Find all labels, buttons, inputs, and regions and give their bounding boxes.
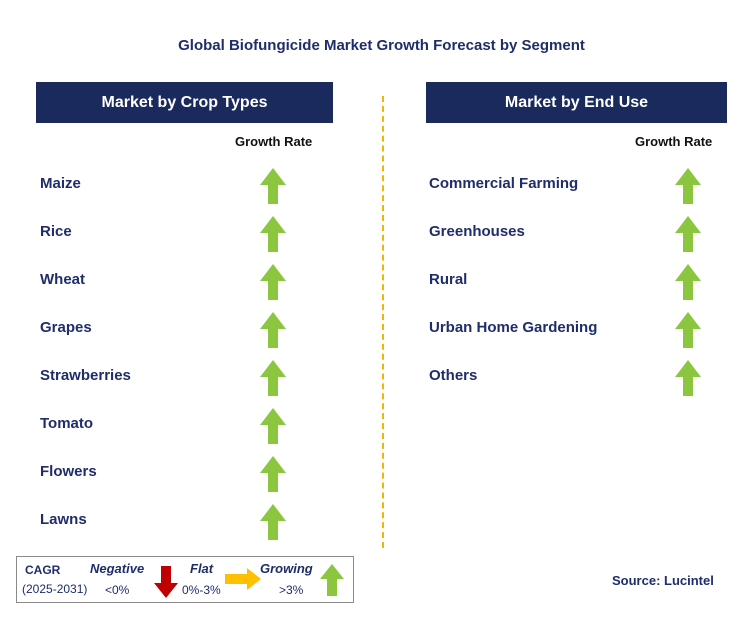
crop-type-growth-arrow-icon [260, 264, 286, 300]
legend-growing-arrow-icon [320, 564, 344, 596]
crop-type-row-label: Tomato [40, 415, 94, 432]
panel-divider [382, 96, 384, 548]
end-use-row-label: Urban Home Gardening [429, 319, 598, 336]
end-use-row-label: Commercial Farming [429, 175, 579, 192]
legend-negative-arrow-icon [154, 566, 178, 598]
crop-type-row-label: Strawberries [40, 367, 131, 384]
panel-header-end-use: Market by End Use [426, 82, 727, 123]
legend-flat-arrow-icon [225, 568, 261, 590]
legend-flat-label: Flat [190, 561, 214, 576]
crop-type-row-label: Flowers [40, 463, 97, 480]
growth-rate-header-right: Growth Rate [635, 134, 713, 149]
crop-type-row-label: Lawns [40, 511, 87, 528]
end-use-row-label: Others [429, 367, 478, 384]
legend-growing-label: Growing [260, 561, 313, 576]
crop-type-row-label: Rice [40, 223, 72, 240]
legend-negative-label: Negative [90, 561, 145, 576]
crop-type-growth-arrow-icon [260, 360, 286, 396]
chart-title: Global Biofungicide Market Growth Foreca… [178, 37, 585, 54]
crop-type-growth-arrow-icon [260, 168, 286, 204]
end-use-growth-arrow-icon [675, 216, 701, 252]
crop-type-growth-arrow-icon [260, 312, 286, 348]
crop-type-growth-arrow-icon [260, 456, 286, 492]
crop-type-growth-arrow-icon [260, 504, 286, 540]
end-use-growth-arrow-icon [675, 264, 701, 300]
legend-negative-range: <0% [105, 583, 130, 597]
legend-flat-range: 0%-3% [182, 583, 221, 597]
crop-type-growth-arrow-icon [260, 408, 286, 444]
legend-period: (2025-2031) [22, 582, 88, 596]
crop-type-row-label: Maize [40, 175, 81, 192]
legend-growing-range: >3% [279, 583, 304, 597]
legend-cagr-label: CAGR [25, 563, 61, 577]
panel-header-crop-types: Market by Crop Types [36, 82, 333, 123]
cagr-legend: CAGR (2025-2031) Negative <0% Flat 0%-3%… [16, 556, 354, 603]
end-use-row-label: Rural [429, 271, 468, 288]
growth-rate-header-left: Growth Rate [235, 134, 313, 149]
crop-type-row-label: Grapes [40, 319, 92, 336]
crop-type-growth-arrow-icon [260, 216, 286, 252]
end-use-growth-arrow-icon [675, 312, 701, 348]
crop-type-row-label: Wheat [40, 271, 85, 288]
source-note: Source: Lucintel [612, 573, 714, 588]
end-use-growth-arrow-icon [675, 168, 701, 204]
end-use-growth-arrow-icon [675, 360, 701, 396]
end-use-row-label: Greenhouses [429, 223, 525, 240]
